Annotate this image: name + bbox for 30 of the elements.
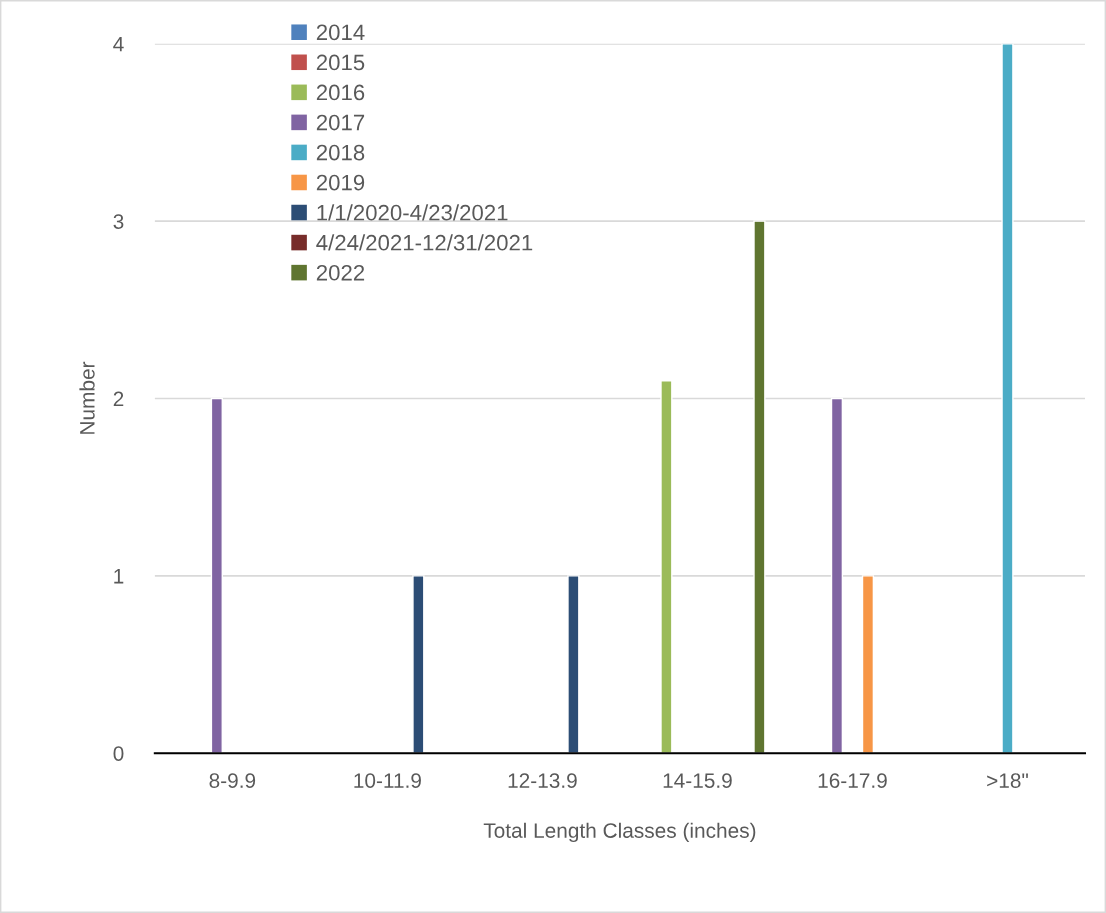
legend-label: 2017 [316,114,365,131]
y-tick-label: 4 [113,37,124,52]
legend-label: 1/1/2020-4/23/2021 [317,204,508,221]
bar [210,397,223,754]
x-axis-title: Total Length Classes (inches) [483,822,756,843]
bar [861,575,875,754]
legend-label: 2016 [316,84,365,101]
bar [1001,43,1014,754]
legend-label: 2018 [316,144,365,161]
x-tick-label: >18" [987,773,1028,788]
bar [830,397,844,754]
legend-label: 2022 [316,264,365,281]
y-axis-title: Number [79,361,95,434]
x-tick-label: 10-11.9 [354,773,421,788]
legend-label: 2015 [316,54,365,71]
bar [412,575,425,754]
x-tick-label: 12-13.9 [508,773,577,788]
legend-label: 4/24/2021-12/31/2021 [316,234,533,251]
x-tick-label: 16-17.9 [818,773,887,788]
y-tick-label: 3 [113,214,124,229]
bar [567,575,580,754]
y-tick-label: 2 [113,391,124,407]
bar [753,220,766,754]
y-tick-label: 0 [113,746,124,761]
legend-label: 2019 [316,174,365,191]
y-tick-label: 1 [114,569,124,584]
bar [660,380,673,754]
x-tick-label: 8-9.9 [209,773,256,788]
legend-label: 2014 [316,24,365,41]
x-tick-label: 14-15.9 [663,773,732,788]
